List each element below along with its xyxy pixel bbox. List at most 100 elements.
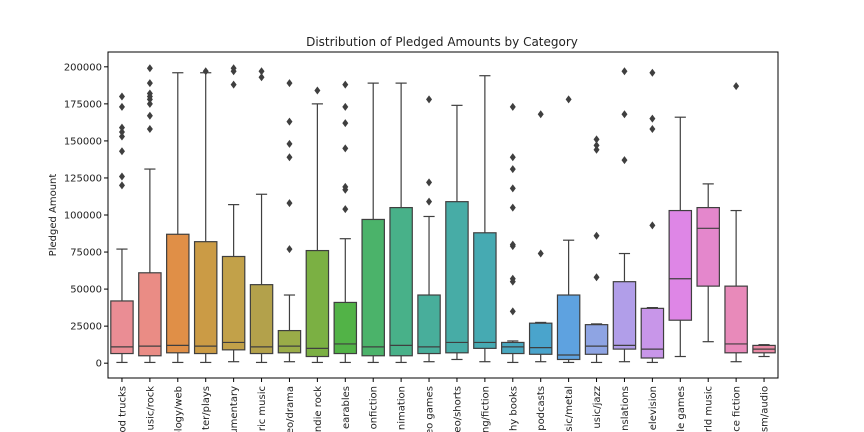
box-iqr — [584, 324, 609, 355]
outlier-point — [286, 117, 293, 126]
box-publishing-fiction — [473, 75, 497, 363]
outlier-point — [146, 111, 153, 120]
y-tick-label: 0 — [96, 359, 102, 370]
outlier-point — [593, 273, 600, 282]
box-iqr — [305, 249, 330, 358]
outlier-point — [342, 80, 349, 89]
outlier-point — [426, 197, 433, 206]
outlier-point — [286, 79, 293, 88]
outlier-point — [202, 67, 209, 76]
outlier-point — [258, 73, 265, 82]
outlier-point — [649, 221, 656, 230]
box-iqr — [277, 329, 302, 354]
box-wearables — [333, 80, 358, 364]
outlier-point — [593, 145, 600, 154]
x-tick-label: eo/shorts — [452, 386, 463, 432]
outlier-point — [649, 68, 656, 77]
box-music-jazz — [584, 135, 609, 364]
outlier-point — [593, 231, 600, 240]
x-tick-label: earables — [341, 386, 352, 429]
x-tick-label: ter/plays — [201, 386, 212, 430]
outlier-point — [118, 181, 125, 190]
outlier-point — [537, 110, 544, 119]
x-tick-label: sic/metal — [564, 386, 575, 432]
x-tick-label: hy books — [508, 386, 519, 431]
outlier-point — [286, 199, 293, 208]
outlier-point — [286, 139, 293, 148]
outlier-point — [509, 307, 516, 316]
box-iqr — [361, 218, 385, 357]
box-television — [640, 68, 665, 364]
y-tick-label: 175000 — [64, 99, 102, 110]
box-animation — [389, 82, 413, 364]
outlier-point — [593, 135, 600, 144]
outlier-point — [649, 125, 656, 134]
box-iqr — [724, 285, 748, 354]
chart-title: Distribution of Pledged Amounts by Categ… — [306, 35, 578, 49]
outlier-point — [342, 205, 349, 214]
box-video-drama — [277, 79, 302, 363]
outlier-point — [509, 153, 516, 162]
x-tick-label: nimation — [397, 386, 408, 430]
outlier-point — [286, 153, 293, 162]
box-world-music — [696, 183, 720, 343]
outlier-point — [565, 95, 572, 104]
outlier-point — [621, 156, 628, 165]
box-journalism-audio — [752, 344, 776, 358]
x-tick-label: od trucks — [117, 386, 128, 432]
outlier-point — [118, 123, 125, 132]
box-iqr — [640, 307, 665, 359]
box-translations — [612, 67, 637, 363]
y-axis: 0 25000 50000 75000 100000 125000 150000 175000… — [64, 62, 108, 370]
outlier-point — [509, 102, 516, 111]
outlier-point — [342, 119, 349, 128]
y-tick-label: 200000 — [64, 62, 102, 73]
box-iqr — [445, 201, 469, 354]
box-iqr — [333, 301, 358, 355]
outlier-point — [342, 102, 349, 111]
box-electronic-music — [249, 67, 274, 364]
box-iqr — [110, 300, 134, 355]
x-tick-label: podcasts — [536, 386, 547, 431]
x-tick-label: ology/web — [173, 386, 184, 432]
outlier-point — [118, 102, 125, 111]
x-tick-label: ce fiction — [732, 386, 743, 432]
outlier-point — [230, 64, 237, 73]
x-tick-label: ric music — [257, 386, 268, 431]
x-tick-label: elevision — [648, 386, 659, 430]
outlier-point — [621, 110, 628, 119]
outlier-point — [118, 128, 125, 137]
x-tick-label: usic/jazz — [592, 386, 603, 429]
outlier-point — [593, 141, 600, 150]
outlier-point — [342, 182, 349, 191]
y-tick-label: 75000 — [70, 248, 102, 259]
x-axis: od trucks usic/rock ology/web ter/plays umen… — [117, 378, 771, 432]
x-tick-label: sm/audio — [760, 386, 771, 432]
box-science-fiction — [724, 82, 748, 363]
outlier-point — [118, 147, 125, 156]
y-tick-label: 25000 — [70, 322, 102, 333]
box-podcasts — [528, 110, 553, 363]
outlier-point — [509, 165, 516, 174]
box-iqr — [528, 322, 553, 355]
outlier-point — [537, 249, 544, 258]
x-tick-label: eo games — [425, 386, 436, 432]
outlier-point — [649, 114, 656, 123]
x-tick-label: onfiction — [369, 386, 380, 429]
box-iqr — [501, 341, 525, 355]
outlier-point — [509, 240, 516, 249]
box-iqr — [668, 209, 693, 321]
x-tick-label: ndie rock — [313, 386, 324, 432]
box-iqr — [556, 294, 581, 361]
outlier-point — [621, 67, 628, 76]
x-tick-label: rld music — [704, 386, 715, 432]
outlier-point — [286, 245, 293, 254]
y-axis-label: Pledged Amount — [48, 174, 59, 257]
box-iqr — [612, 281, 637, 350]
plot-frame — [107, 51, 779, 379]
outlier-point — [426, 95, 433, 104]
box-indie-rock — [305, 86, 330, 364]
outlier-point — [509, 203, 516, 212]
outlier-point — [509, 274, 516, 283]
